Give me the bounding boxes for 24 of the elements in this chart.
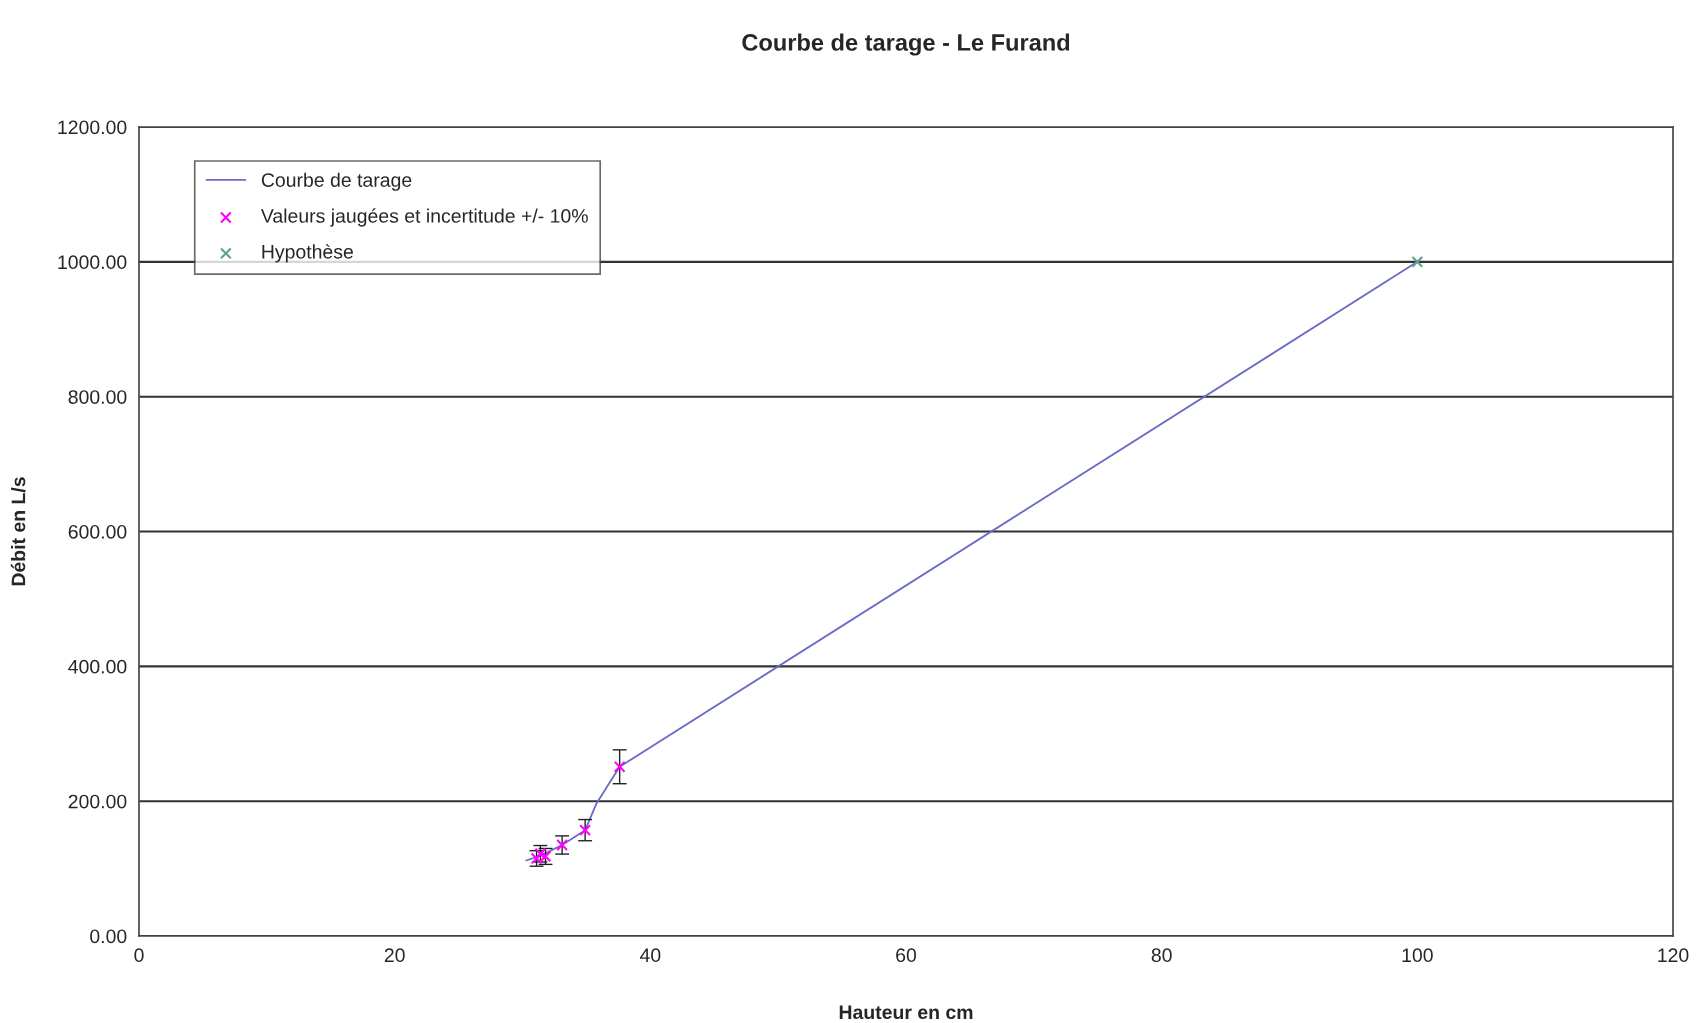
x-tick-label: 80 xyxy=(1151,948,1172,963)
y-tick-label: 800.00 xyxy=(68,390,127,404)
legend-label: Hypothèse xyxy=(262,244,353,263)
y-tick-label: 400.00 xyxy=(68,659,127,674)
y-axis-title: Débit en L/s xyxy=(10,477,26,586)
x-axis-title: Hauteur en cm xyxy=(839,1005,973,1020)
x-tick-label: 0 xyxy=(134,948,144,963)
point xyxy=(613,760,626,773)
point xyxy=(556,839,569,851)
y-tick-label: 0.00 xyxy=(90,929,127,944)
chart-title: Courbe de tarage - Le Furand xyxy=(742,33,1070,56)
legend-label: Valeurs jaugées et incertitude +/- 10% xyxy=(260,208,588,227)
x-tick-label: 40 xyxy=(639,948,661,963)
y-tick-label: 1000.00 xyxy=(58,255,127,270)
x-tick-label: 60 xyxy=(896,948,917,963)
y-tick-label: 600.00 xyxy=(68,524,127,539)
y-tick-label: 200.00 xyxy=(68,794,127,809)
x-tick-label: 120 xyxy=(1658,948,1689,963)
point xyxy=(1411,255,1424,268)
x-tick-label: 100 xyxy=(1402,948,1433,963)
point xyxy=(579,824,592,837)
x-tick-label: 20 xyxy=(384,948,405,963)
legend-label: Courbe de tarage xyxy=(261,172,412,191)
y-tick-label: 1200.00 xyxy=(58,120,127,135)
